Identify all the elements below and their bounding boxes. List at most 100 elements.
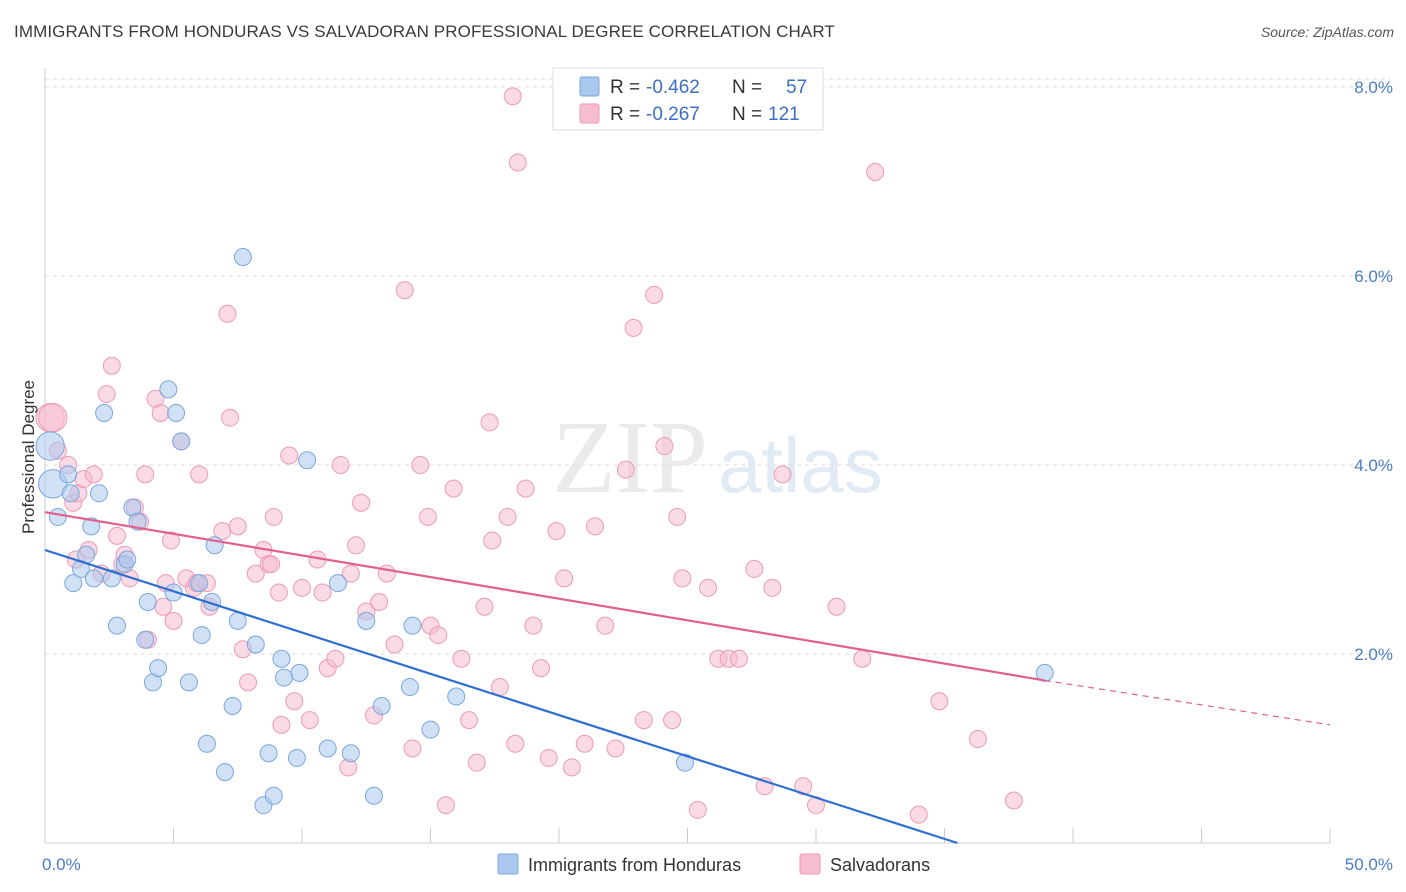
honduras-point	[675, 753, 694, 772]
salvadorans-point	[285, 692, 304, 711]
salvadorans-point	[239, 673, 258, 692]
salvadorans-point	[164, 611, 183, 630]
honduras-trendline	[44, 548, 958, 845]
x-tick-label-right: 50.0%	[1345, 855, 1393, 874]
salvadorans-point	[151, 403, 170, 422]
salvadorans-point	[853, 649, 872, 668]
salvadorans-point	[326, 649, 345, 668]
stats-r-label-2: R =	[610, 104, 640, 125]
honduras-point	[223, 696, 242, 715]
salvadorans-point	[467, 753, 486, 772]
salvadorans-point	[668, 507, 687, 526]
salvadorans-point	[102, 356, 121, 375]
honduras-point	[400, 678, 419, 697]
honduras-point	[421, 720, 440, 739]
honduras-point	[167, 403, 186, 422]
honduras-point	[164, 583, 183, 602]
honduras-point	[246, 635, 265, 654]
honduras-point	[403, 616, 422, 635]
salvadorans-point	[346, 536, 365, 555]
salvadorans-point	[547, 522, 566, 541]
watermark-zip: ZIP	[552, 400, 708, 515]
stats-n-label-2: N =	[732, 104, 762, 125]
salvadorans-point	[411, 455, 430, 474]
salvadorans-point	[246, 564, 265, 583]
salvadorans-point	[480, 413, 499, 432]
honduras-point	[128, 512, 147, 531]
y-tick-label-4: 4.0%	[1354, 456, 1393, 475]
salvadorans-point	[84, 465, 103, 484]
salvadorans-point	[624, 318, 643, 337]
salvadorans-point	[655, 437, 674, 456]
salvadorans-point	[490, 678, 509, 697]
salvadorans-point	[313, 583, 332, 602]
salvadorans-point	[352, 493, 371, 512]
legend-swatch-honduras	[497, 853, 519, 875]
salvadorans-point	[341, 564, 360, 583]
salvadorans-point	[300, 711, 319, 730]
honduras-point	[136, 630, 155, 649]
honduras-point	[275, 668, 294, 687]
stats-box: R = -0.462 N = 57 R = -0.267 N = 121	[552, 67, 824, 131]
salvadorans-point	[634, 711, 653, 730]
salvadorans-point	[673, 569, 692, 588]
salvadorans-point	[827, 597, 846, 616]
honduras-point	[61, 484, 80, 503]
salvadorans-point	[516, 479, 535, 498]
salvadorans-point	[794, 777, 813, 796]
legend: Immigrants from Honduras Salvadorans	[497, 853, 930, 875]
honduras-point	[328, 574, 347, 593]
honduras-point	[192, 626, 211, 645]
salvadorans-points	[35, 87, 1023, 824]
salvadorans-point	[663, 711, 682, 730]
salvadorans-point	[506, 734, 525, 753]
stats-n-value-2: 121	[768, 104, 800, 125]
honduras-point	[259, 744, 278, 763]
salvadorans-point	[228, 517, 247, 536]
salvadorans-point	[508, 153, 527, 172]
gridlines	[45, 78, 1390, 655]
salvadorans-point	[269, 583, 288, 602]
honduras-point	[272, 649, 291, 668]
salvadorans-point	[331, 455, 350, 474]
honduras-points	[35, 248, 1054, 815]
salvadorans-point	[688, 800, 707, 819]
salvadorans-point	[539, 748, 558, 767]
trendlines	[44, 511, 1331, 845]
honduras-point	[318, 739, 337, 758]
salvadorans-point	[729, 649, 748, 668]
legend-label-salvadorans: Salvadorans	[830, 855, 930, 875]
y-tick-label-2: 2.0%	[1354, 645, 1393, 664]
y-axis-label: Professional Degree	[19, 380, 38, 534]
watermark: ZIP atlas	[552, 400, 883, 515]
honduras-point	[298, 451, 317, 470]
legend-swatch-salvadorans	[799, 853, 821, 875]
honduras-point	[48, 507, 67, 526]
honduras-point	[1035, 663, 1054, 682]
stats-r-value-2: -0.267	[646, 104, 700, 125]
honduras-point	[290, 663, 309, 682]
stats-r-label-1: R =	[610, 77, 640, 98]
honduras-point	[84, 569, 103, 588]
honduras-point	[264, 786, 283, 805]
salvadorans-point	[452, 649, 471, 668]
salvadorans-point	[1004, 791, 1023, 810]
stats-n-label-1: N =	[732, 77, 762, 98]
chart-source: Source: ZipAtlas.com	[1260, 24, 1394, 40]
legend-label-honduras: Immigrants from Honduras	[528, 855, 741, 875]
honduras-point	[102, 569, 121, 588]
salvadorans-point	[498, 507, 517, 526]
salvadorans-point	[909, 805, 928, 824]
salvadorans-point	[221, 408, 240, 427]
honduras-point	[372, 696, 391, 715]
salvadorans-trendline	[44, 511, 1045, 682]
salvadorans-point	[403, 739, 422, 758]
salvadorans-point	[38, 403, 68, 433]
honduras-point	[95, 403, 114, 422]
salvadorans-point	[264, 507, 283, 526]
honduras-point	[82, 517, 101, 536]
salvadorans-point	[930, 692, 949, 711]
stats-n-value-1: 57	[786, 77, 807, 98]
salvadorans-point	[773, 465, 792, 484]
